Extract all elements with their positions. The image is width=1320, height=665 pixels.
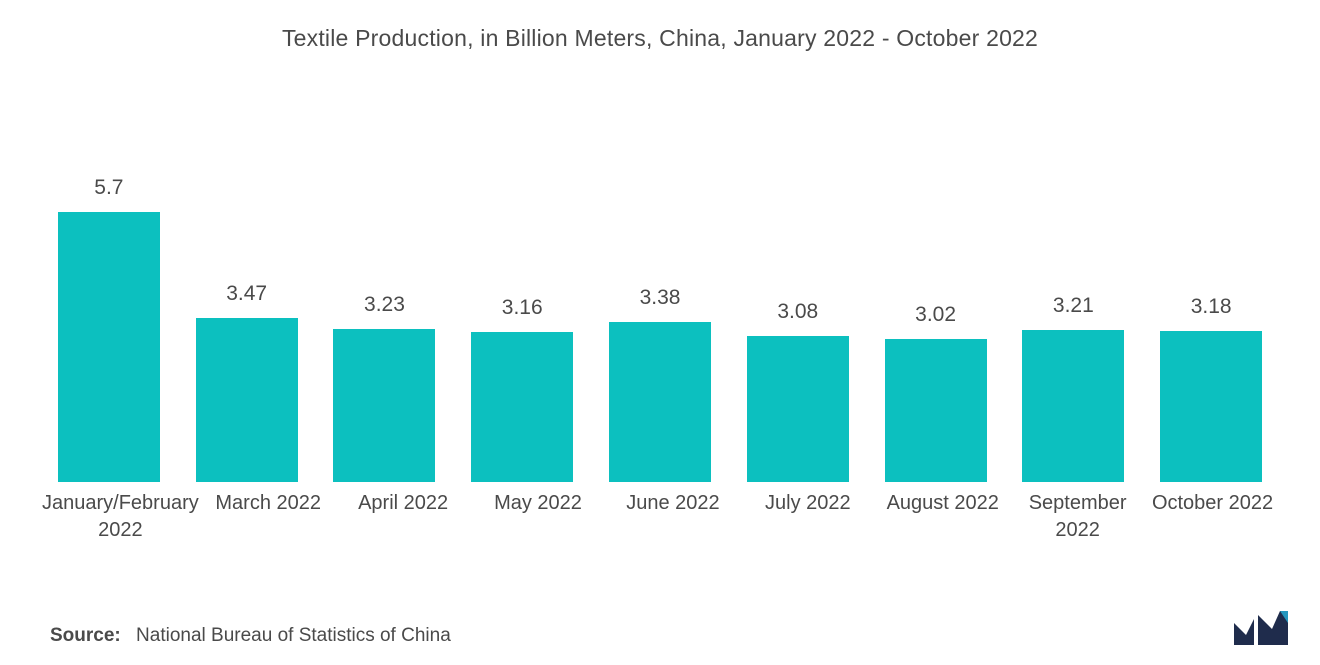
bar (58, 212, 160, 482)
bar-value-label: 5.7 (94, 176, 123, 200)
bar-value-label: 3.08 (777, 300, 818, 324)
bar-value-label: 3.47 (226, 282, 267, 306)
bar (1022, 330, 1124, 482)
bar-group: 3.21 (1004, 294, 1142, 482)
x-axis-label: July 2022 (740, 490, 875, 544)
bar (1160, 331, 1262, 482)
chart-title: Textile Production, in Billion Meters, C… (30, 25, 1290, 52)
x-axis-label: May 2022 (471, 490, 606, 544)
chart-area: 5.7 3.47 3.23 3.16 3.38 3.08 3.02 3.21 3.18 (30, 132, 1290, 482)
x-axis-label: October 2022 (1145, 490, 1280, 544)
x-axis-label: September 2022 (1010, 490, 1145, 544)
x-axis-label: January/February 2022 (40, 490, 201, 544)
x-axis-label: April 2022 (336, 490, 471, 544)
source-text: National Bureau of Statistics of China (136, 625, 451, 646)
bar (333, 329, 435, 482)
brand-logo-icon (1232, 609, 1290, 647)
x-axis-label: August 2022 (875, 490, 1010, 544)
bar (471, 332, 573, 482)
x-axis-labels: January/February 2022March 2022April 202… (30, 482, 1290, 544)
bar-value-label: 3.38 (640, 286, 681, 310)
bar-group: 5.7 (40, 176, 178, 482)
bar-group: 3.08 (729, 300, 867, 482)
x-axis-label: March 2022 (201, 490, 336, 544)
bar-value-label: 3.21 (1053, 294, 1094, 318)
bar-value-label: 3.16 (502, 296, 543, 320)
bar-group: 3.16 (453, 296, 591, 482)
source-label: Source: (50, 625, 121, 646)
bar-value-label: 3.02 (915, 303, 956, 327)
bar-group: 3.23 (316, 293, 454, 482)
bar-group: 3.47 (178, 282, 316, 482)
bar-group: 3.38 (591, 286, 729, 482)
bar-group: 3.18 (1142, 295, 1280, 482)
bar (609, 322, 711, 482)
bar-group: 3.02 (867, 303, 1005, 482)
footer: Source: National Bureau of Statistics of… (50, 609, 1290, 647)
x-axis-label: June 2022 (605, 490, 740, 544)
source-citation: Source: National Bureau of Statistics of… (50, 625, 451, 647)
bar (196, 318, 298, 482)
bar-value-label: 3.18 (1191, 295, 1232, 319)
bar-value-label: 3.23 (364, 293, 405, 317)
bar (747, 336, 849, 482)
bar (885, 339, 987, 482)
